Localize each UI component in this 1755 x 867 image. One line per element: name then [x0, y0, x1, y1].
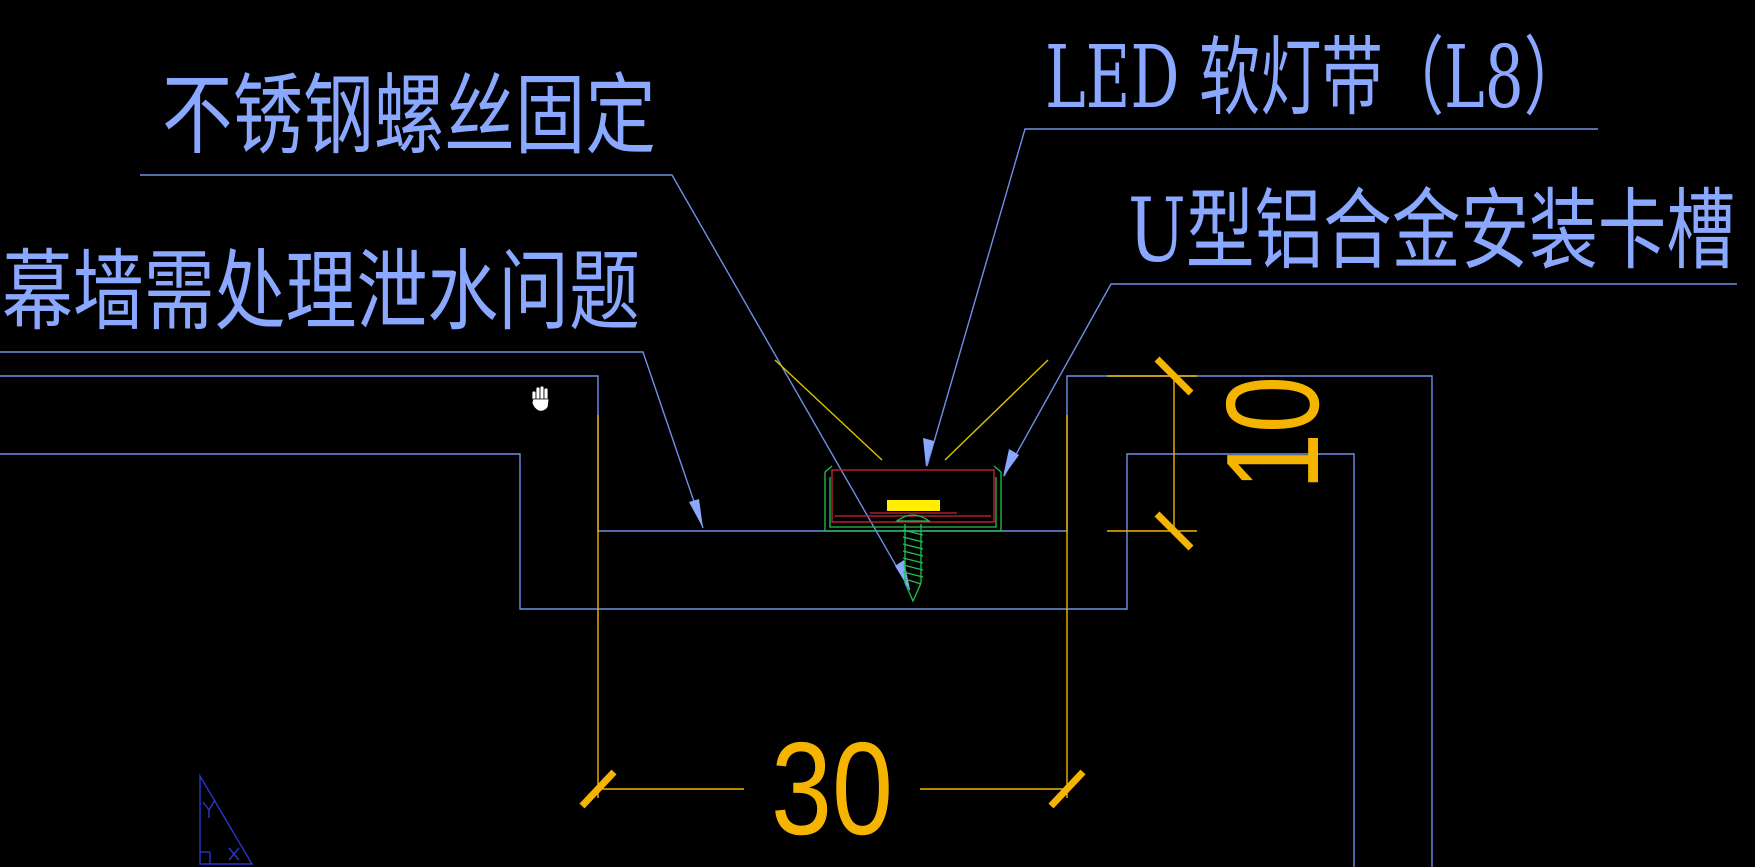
label-curtain-wall: 幕墙需处理泄水问题	[2, 240, 640, 343]
arrowhead-channel	[1003, 449, 1019, 477]
led-housing	[831, 469, 995, 523]
leader-channel	[1003, 283, 1737, 477]
dimension-depth	[1107, 356, 1197, 551]
dimension-width	[579, 415, 1086, 809]
arrowhead-curtain-wall	[689, 499, 703, 528]
screw-head	[895, 514, 931, 522]
led-fixture	[824, 465, 1002, 603]
dimension-width-value: 30	[771, 715, 893, 862]
label-led-strip: LED 软灯带（L8）	[1045, 28, 1585, 128]
leader-led	[926, 128, 1598, 467]
leader-lines	[0, 128, 1737, 591]
led-chip	[887, 500, 940, 511]
label-u-channel: U型铝合金安装卡槽	[1128, 179, 1735, 282]
leader-screw	[140, 174, 911, 591]
pan-hand-icon	[531, 385, 550, 412]
dim-tick-top	[1154, 356, 1194, 396]
dimension-depth-value: 10	[1199, 376, 1346, 490]
light-rays	[774, 359, 1049, 461]
leader-curtain-wall	[0, 351, 704, 529]
leader-arrowheads	[689, 438, 1019, 590]
dim-tick-left	[579, 769, 617, 809]
dim-tick-right	[1048, 769, 1086, 809]
light-ray-left	[774, 359, 883, 461]
screw-threads	[902, 529, 924, 585]
dim-tick-bottom	[1154, 511, 1194, 551]
light-ray-right	[944, 359, 1049, 461]
arrowhead-led	[923, 438, 934, 467]
u-channel-profile	[824, 472, 1002, 532]
screw-shank	[904, 524, 922, 603]
ucs-icon	[199, 773, 254, 865]
arrowhead-screw	[895, 560, 910, 590]
label-screw: 不锈钢螺丝固定	[162, 64, 656, 167]
